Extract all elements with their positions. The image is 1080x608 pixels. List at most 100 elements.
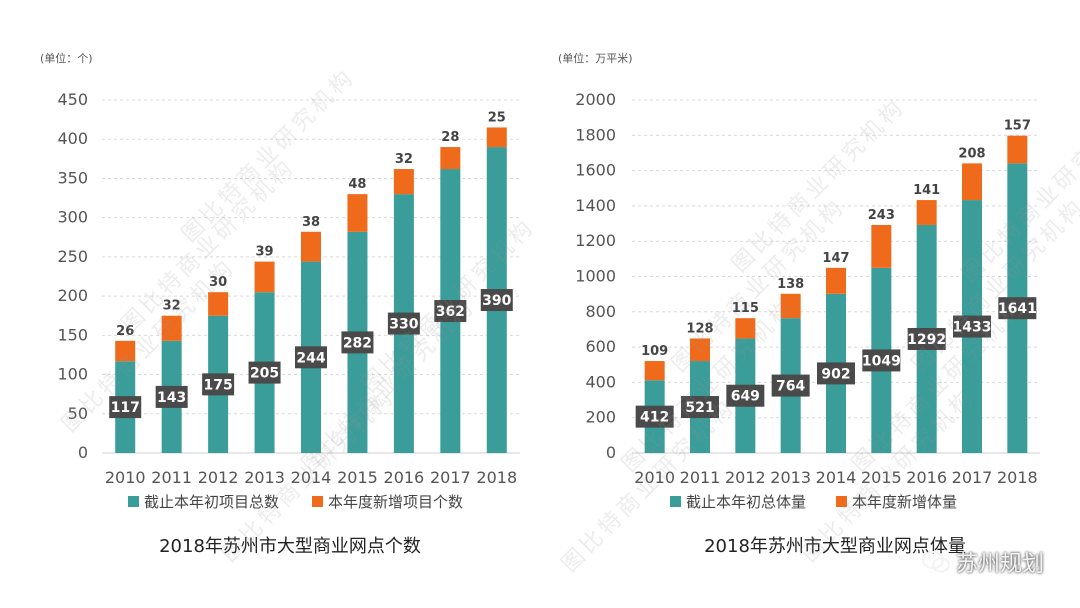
data-label-box: [907, 327, 946, 350]
bar-new: [871, 224, 892, 268]
chart-1: (单位：个) 0 50 100 150 200 250 300 350 400 450 26 117 20…: [40, 51, 520, 557]
y-tick-label: 50: [68, 404, 88, 423]
bar-new: [393, 169, 414, 195]
data-label-box: [248, 361, 281, 384]
y-tick-label: 1600: [575, 161, 616, 180]
data-label-box: [817, 362, 855, 385]
x-tick-label: 2013: [770, 468, 811, 487]
legend-swatch: [128, 496, 139, 507]
data-label-base: 143: [157, 390, 186, 406]
data-label-box: [953, 315, 991, 338]
data-label-base: 1433: [953, 320, 992, 336]
data-label-base: 521: [685, 400, 714, 416]
data-label-new: 32: [163, 299, 181, 314]
credit-text: 苏州规划: [955, 552, 1044, 577]
data-label-box: [434, 300, 467, 323]
data-label-new: 30: [209, 275, 227, 290]
data-label-base: 412: [640, 410, 669, 426]
x-tick-label: 2017: [430, 468, 471, 487]
unit-label: (单位：个): [40, 51, 93, 65]
chart-title: 2018年苏州市大型商业网点个数: [159, 536, 421, 557]
legend-label: 本年度新增项目个数: [328, 493, 463, 511]
x-tick-label: 2012: [198, 468, 239, 487]
y-tick-label: 0: [78, 443, 88, 462]
data-label-new: 32: [395, 152, 413, 167]
x-tick-label: 2015: [337, 468, 378, 487]
bar-new: [916, 200, 937, 225]
data-label-base: 1641: [998, 301, 1037, 317]
chart-2: (单位：万平米) 0 200 400 600 800 1000 1200 1400 1600 180…: [558, 51, 1040, 557]
data-label-new: 38: [302, 215, 320, 230]
y-tick-label: 600: [585, 337, 616, 356]
legend-swatch: [836, 496, 847, 507]
x-tick-label: 2010: [105, 468, 146, 487]
data-label-base: 117: [111, 400, 140, 416]
data-label-new: 141: [913, 183, 940, 198]
y-tick-label: 150: [57, 325, 88, 344]
data-label-box: [726, 384, 765, 407]
y-tick-label: 0: [606, 443, 616, 462]
data-label-base: 1292: [907, 332, 946, 348]
data-label-box: [295, 346, 327, 369]
y-tick-label: 1200: [575, 231, 616, 250]
data-label-base: 390: [482, 293, 511, 309]
data-label-new: 243: [868, 208, 895, 223]
data-label-box: [681, 396, 719, 419]
data-label-base: 205: [250, 366, 279, 382]
y-tick-label: 200: [585, 408, 616, 427]
bar-new: [161, 315, 182, 341]
data-label-new: 28: [441, 130, 459, 145]
y-tick-label: 400: [57, 129, 88, 148]
data-label-new: 208: [958, 146, 985, 161]
data-label-new: 147: [822, 251, 849, 266]
bar-new: [826, 267, 846, 294]
source-credit: 苏州规划: [921, 546, 1044, 578]
data-label-base: 1049: [862, 353, 901, 369]
data-label-box: [155, 385, 188, 408]
y-tick-label: 200: [57, 286, 88, 305]
wechat-icon: [921, 551, 950, 573]
bar-new: [690, 338, 710, 362]
data-label-box: [771, 374, 810, 397]
data-label-base: 764: [776, 379, 805, 395]
legend-label: 截止本年初项目总数: [144, 493, 279, 511]
bar-new: [644, 361, 665, 381]
data-label-box: [387, 312, 420, 335]
bar-new: [440, 147, 461, 170]
legend-swatch: [670, 496, 681, 507]
data-label-base: 175: [203, 377, 232, 393]
bar-new: [780, 293, 801, 319]
data-label-box: [862, 349, 901, 372]
data-label-new: 138: [777, 277, 804, 292]
data-label-new: 48: [348, 177, 366, 192]
data-label-box: [635, 405, 674, 428]
data-label-base: 362: [436, 304, 465, 320]
legend-swatch: [312, 496, 323, 507]
bar-new: [1007, 135, 1028, 164]
y-tick-label: 400: [585, 372, 616, 391]
y-tick-label: 2000: [575, 90, 616, 109]
x-tick-label: 2015: [861, 468, 902, 487]
x-tick-label: 2010: [634, 468, 675, 487]
y-tick-label: 1000: [575, 267, 616, 286]
bar-new: [254, 261, 275, 293]
x-tick-label: 2017: [952, 468, 993, 487]
y-tick-label: 250: [57, 247, 88, 266]
bar-new: [347, 194, 368, 232]
data-label-new: 39: [256, 245, 274, 260]
x-tick-label: 2011: [680, 468, 721, 487]
unit-label: (单位：万平米): [558, 51, 633, 65]
data-label-base: 649: [731, 389, 760, 405]
x-tick-label: 2013: [244, 468, 285, 487]
data-label-box: [202, 373, 235, 396]
bar-new: [301, 231, 321, 262]
data-label-base: 282: [343, 335, 372, 351]
data-label-box: [480, 289, 513, 312]
x-tick-label: 2016: [384, 468, 425, 487]
data-label-new: 128: [686, 321, 713, 336]
legend-label: 截止本年初总体量: [686, 493, 806, 511]
bar-new: [735, 318, 756, 339]
x-tick-label: 2014: [291, 468, 332, 487]
x-tick-label: 2018: [997, 468, 1038, 487]
